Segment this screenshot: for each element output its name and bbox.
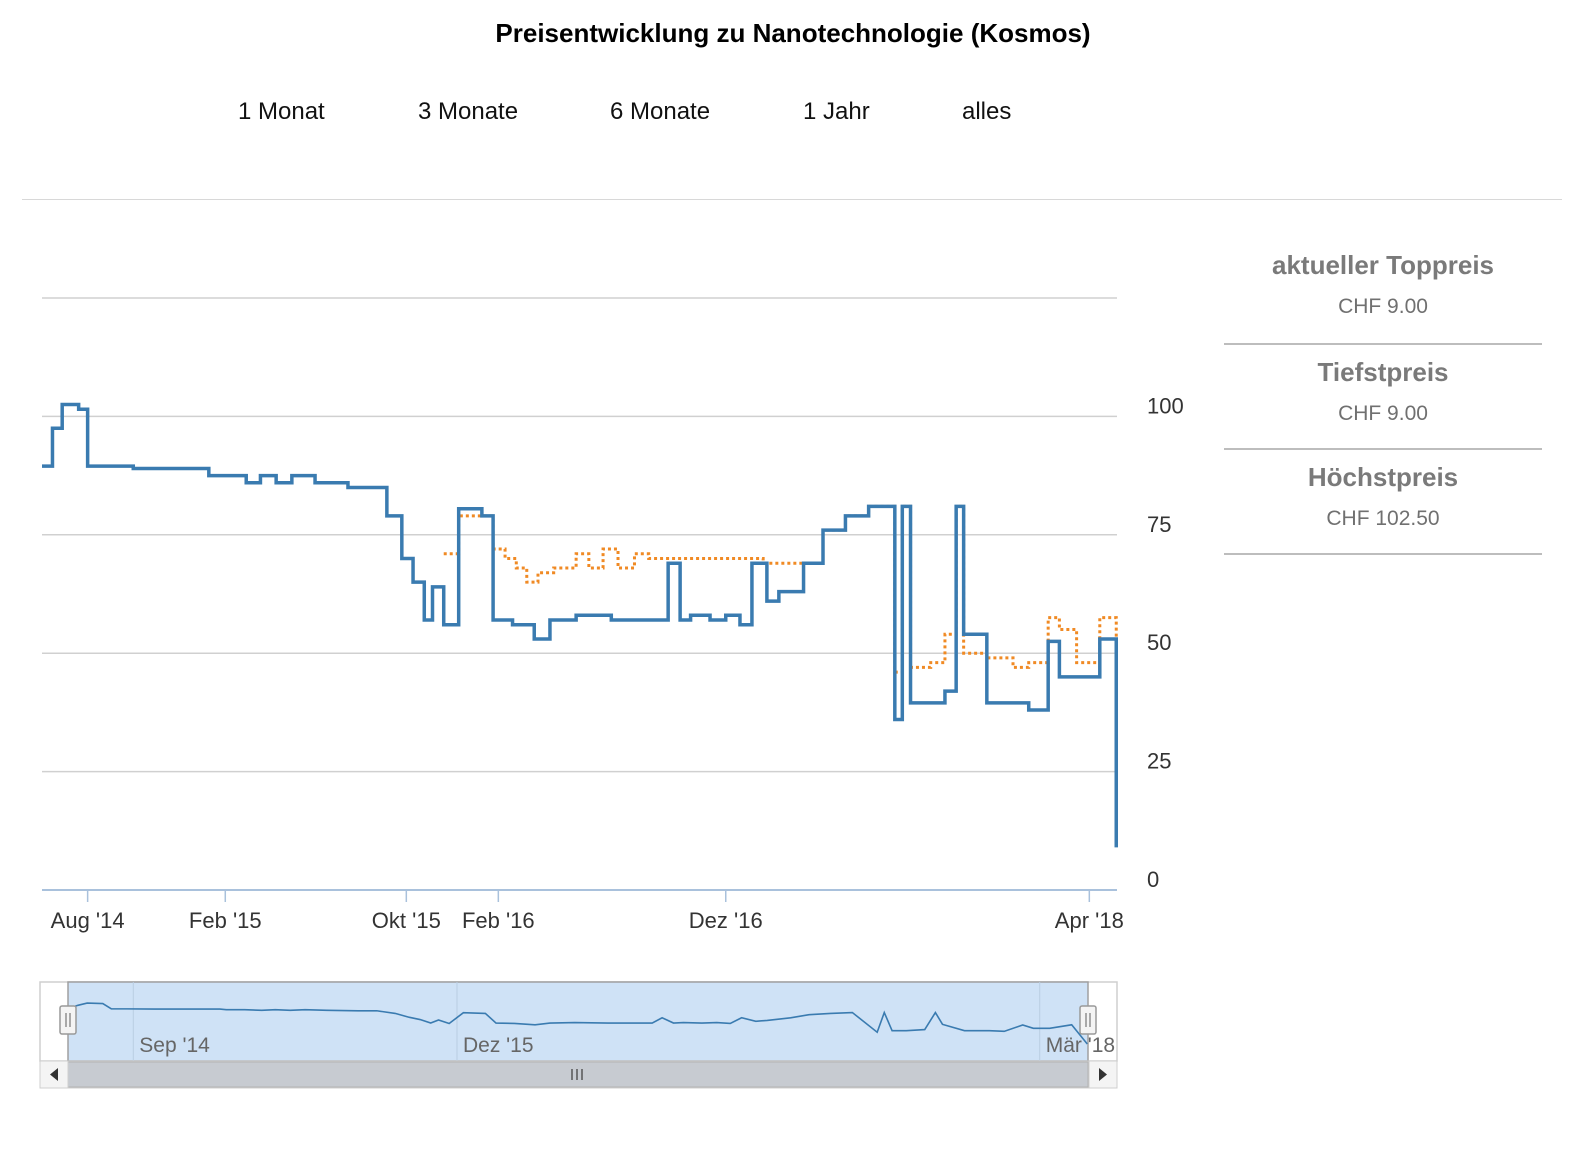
- x-tick-label: Okt '15: [372, 908, 441, 933]
- stat-highest-price: Höchstpreis CHF 102.50: [1224, 450, 1542, 555]
- range-button-6-months[interactable]: 6 Monate: [610, 98, 711, 125]
- range-button-all[interactable]: alles: [962, 98, 1012, 125]
- series-line-primary: [42, 402, 1118, 848]
- range-button-1-month[interactable]: 1 Monat: [238, 98, 325, 125]
- y-tick-label: 100: [1147, 393, 1184, 418]
- x-tick-label: Feb '15: [189, 908, 262, 933]
- navigator-tick-label: Mär '18: [1046, 1034, 1115, 1057]
- scrollbar-thumb[interactable]: [67, 1061, 1089, 1088]
- navigator-grid: [132, 982, 1041, 1061]
- stat-value: CHF 102.50: [1326, 507, 1440, 530]
- y-tick-label: 75: [1147, 512, 1171, 537]
- stat-current-top-price: aktueller Toppreis CHF 9.00: [1224, 240, 1542, 345]
- stat-value: CHF 9.00: [1338, 402, 1428, 425]
- range-button-1-year[interactable]: 1 Jahr: [803, 98, 870, 125]
- navigator[interactable]: Sep '14 Dez '15 Mär '18: [39, 981, 1118, 1062]
- navigator-tick-label: Dez '15: [463, 1034, 534, 1057]
- handle-left-box[interactable]: [59, 1005, 77, 1035]
- y-axis-labels: 0 25 50 75 100: [1147, 393, 1184, 892]
- divider: [22, 199, 1562, 200]
- navigator-line: [67, 1002, 1088, 1045]
- y-tick-label: 50: [1147, 630, 1171, 655]
- range-button-3-months[interactable]: 3 Monate: [418, 98, 519, 125]
- handle-right-box[interactable]: [1079, 1005, 1097, 1035]
- navigator-selection[interactable]: [67, 981, 1089, 1062]
- scrollbar[interactable]: [39, 1060, 1118, 1089]
- stat-label: Tiefstpreis: [1317, 357, 1449, 387]
- grid-lines: [42, 297, 1117, 773]
- range-selector: 1 Monat 3 Monate 6 Monate 1 Jahr alles: [0, 98, 1586, 138]
- series-lines: [42, 402, 1118, 848]
- navigator-handle-left[interactable]: [59, 1005, 77, 1035]
- x-tick-label: Feb '16: [462, 908, 535, 933]
- y-tick-label: 0: [1147, 867, 1159, 892]
- x-tick-label: Aug '14: [51, 908, 125, 933]
- x-axis-labels: Aug '14 Feb '15 Okt '15 Feb '16 Dez '16 Apr '…: [51, 890, 1124, 933]
- navigator-handle-right[interactable]: [1079, 1005, 1097, 1035]
- triangle-right-icon: [1099, 1068, 1107, 1081]
- triangle-left-icon: [50, 1068, 58, 1081]
- navigator-labels: Sep '14 Dez '15 Mär '18: [139, 1034, 1115, 1057]
- stat-lowest-price: Tiefstpreis CHF 9.00: [1224, 345, 1542, 450]
- price-stats-panel: aktueller Toppreis CHF 9.00 Tiefstpreis …: [1224, 240, 1542, 555]
- navigator-series-line: [67, 1002, 1088, 1045]
- chart-title: Preisentwicklung zu Nanotechnologie (Kos…: [495, 18, 1091, 48]
- stat-label: aktueller Toppreis: [1271, 250, 1495, 280]
- x-tick-label: Apr '18: [1055, 908, 1124, 933]
- navigator-tick-label: Sep '14: [139, 1034, 210, 1057]
- stat-value: CHF 9.00: [1338, 295, 1428, 318]
- stat-label: Höchstpreis: [1307, 462, 1459, 492]
- y-tick-label: 25: [1147, 749, 1171, 774]
- x-tick-label: Dez '16: [689, 908, 763, 933]
